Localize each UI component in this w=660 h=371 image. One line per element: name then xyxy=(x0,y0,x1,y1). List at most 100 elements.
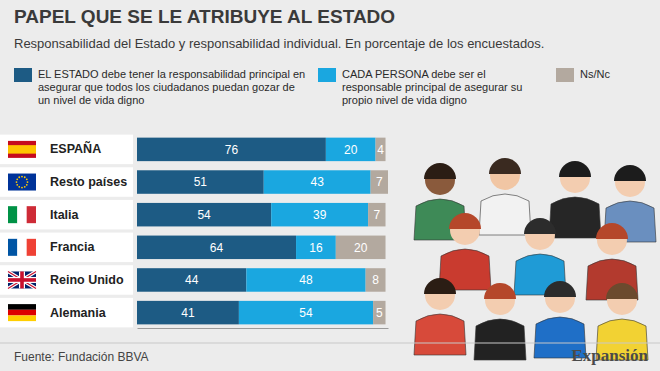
y-tick: Resto países xyxy=(50,175,127,189)
data-label: 8 xyxy=(372,273,379,287)
person-hair xyxy=(544,281,576,297)
legend-entry: EL ESTADO debe tener la responsabilidad … xyxy=(38,68,310,107)
bar xyxy=(264,170,371,194)
flag-part xyxy=(8,239,17,256)
bar xyxy=(368,203,385,227)
illustration xyxy=(414,158,656,360)
person xyxy=(586,223,638,300)
data-label: 5 xyxy=(376,306,383,320)
flag-part xyxy=(27,181,29,183)
bar xyxy=(373,301,385,325)
chart-container: 7651546444412043391648544772085ESPAÑARes… xyxy=(0,0,660,371)
row-panels xyxy=(0,135,133,328)
y-tick: ESPAÑA xyxy=(50,141,101,156)
person-body xyxy=(586,259,638,300)
bar xyxy=(239,301,373,325)
bar xyxy=(137,236,296,260)
y-axis: ESPAÑA Resto países Italia Francia Reino Uni… xyxy=(50,141,127,319)
flag-part xyxy=(8,315,36,321)
bar xyxy=(366,268,386,292)
person-hair xyxy=(424,278,456,294)
legend-swatch xyxy=(14,68,32,82)
y-tick-label: ESPAÑA xyxy=(50,141,101,156)
row-panel xyxy=(0,233,133,263)
data-label: 16 xyxy=(309,241,323,255)
brand: Expansión xyxy=(571,346,648,366)
person xyxy=(549,161,601,238)
row-panel xyxy=(0,265,133,295)
data-label: 76 xyxy=(225,143,239,157)
bar xyxy=(137,170,264,194)
flag-part xyxy=(18,176,20,178)
data-label: 54 xyxy=(299,306,313,320)
person-hair xyxy=(484,283,516,299)
data-label: 64 xyxy=(210,241,224,255)
bar xyxy=(371,170,388,194)
y-tick-label: Reino Unido xyxy=(50,273,124,287)
bar xyxy=(376,138,386,162)
person-body xyxy=(479,194,531,235)
legend-swatch xyxy=(556,68,574,82)
flag-part xyxy=(18,186,20,188)
data-label: 4 xyxy=(377,143,384,157)
bar xyxy=(326,138,376,162)
subtitle: Responsabilidad del Estado y responsabil… xyxy=(14,36,544,51)
row-panel xyxy=(0,298,133,328)
person-body xyxy=(549,197,601,238)
flag xyxy=(8,239,36,256)
legend-swatch xyxy=(318,68,336,82)
bar xyxy=(296,236,336,260)
legend-entry: CADA PERSONA debe ser el responsable pri… xyxy=(342,68,547,107)
flag-part xyxy=(17,239,26,256)
bar xyxy=(271,203,368,227)
flag-part xyxy=(27,239,36,256)
y-tick: Reino Unido xyxy=(50,273,124,287)
data-label: 48 xyxy=(299,273,313,287)
data-label: 20 xyxy=(354,241,368,255)
flag-part xyxy=(27,206,36,223)
y-tick: Alemania xyxy=(50,306,107,320)
data-label: 7 xyxy=(376,175,383,189)
person-hair xyxy=(606,283,638,299)
flag xyxy=(8,174,36,191)
person-hair xyxy=(489,158,521,174)
person-hair xyxy=(596,223,628,239)
data-label: 41 xyxy=(181,306,195,320)
flag-part xyxy=(8,206,17,223)
flag xyxy=(8,271,36,288)
flag-part xyxy=(16,184,18,186)
flag-part xyxy=(21,187,23,189)
flag-part xyxy=(8,271,36,288)
flag-part xyxy=(8,145,36,154)
footer-rule xyxy=(0,343,660,344)
flag-part xyxy=(8,271,36,288)
person xyxy=(439,213,491,290)
data-label: 51 xyxy=(194,175,208,189)
data-label: 39 xyxy=(313,208,327,222)
flag-part xyxy=(26,178,28,180)
person xyxy=(474,283,526,360)
person-hair xyxy=(449,213,481,229)
flag-part xyxy=(8,174,36,191)
bar xyxy=(246,268,365,292)
flag-part xyxy=(17,206,26,223)
data-label: 7 xyxy=(373,208,380,222)
chart-svg: 7651546444412043391648544772085ESPAÑARes… xyxy=(0,0,660,371)
y-tick: Italia xyxy=(50,208,80,222)
bar xyxy=(137,138,326,162)
x-axis-line xyxy=(138,328,389,329)
flag-part xyxy=(26,184,28,186)
bar xyxy=(336,236,386,260)
flag xyxy=(8,206,36,223)
y-tick-label: Resto países xyxy=(50,175,127,189)
y-tick-label: Francia xyxy=(50,240,96,254)
flag xyxy=(8,304,36,321)
flag-part xyxy=(16,178,18,180)
person-hair xyxy=(524,218,556,234)
legend-entry: Ns/Nc xyxy=(580,68,660,81)
row-panel xyxy=(0,167,133,197)
row-panel xyxy=(0,135,133,165)
flag-part xyxy=(8,304,36,310)
data-label: 54 xyxy=(197,208,211,222)
y-tick: Francia xyxy=(50,240,96,254)
